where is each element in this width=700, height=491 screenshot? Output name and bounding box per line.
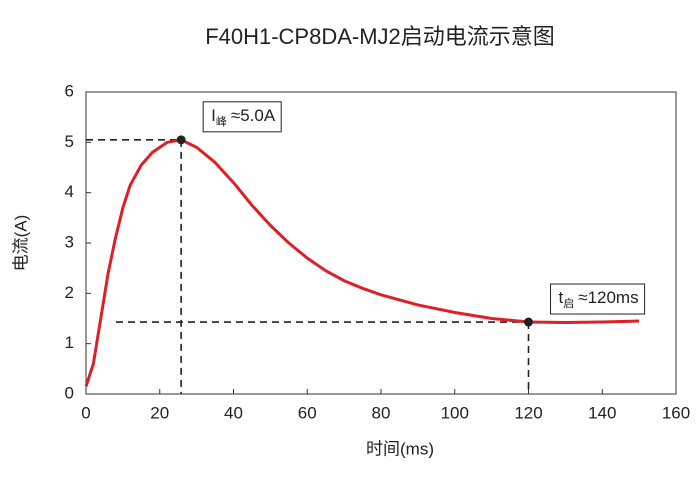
x-tick-label: 160 bbox=[662, 403, 690, 422]
annotation-point bbox=[176, 135, 186, 145]
annotation-suffix: ≈120ms bbox=[578, 289, 638, 308]
chart-title: F40H1-CP8DA-MJ2启动电流示意图 bbox=[205, 24, 555, 49]
x-tick-label: 0 bbox=[81, 403, 90, 422]
y-tick-label: 4 bbox=[65, 182, 74, 201]
x-tick-label: 60 bbox=[298, 403, 317, 422]
x-tick-label: 120 bbox=[514, 403, 542, 422]
annotation-box bbox=[550, 283, 646, 315]
annotation-subscript: 启 bbox=[563, 297, 574, 310]
annotation-label: I峰 ≈5.0A bbox=[211, 106, 276, 127]
y-tick-label: 1 bbox=[65, 333, 74, 352]
y-tick-label: 3 bbox=[65, 232, 74, 251]
x-axis-label: 时间(ms) bbox=[366, 439, 434, 458]
annotation: t启 ≈120ms bbox=[550, 283, 646, 315]
annotation-text: I bbox=[211, 106, 216, 125]
y-tick-label: 0 bbox=[65, 383, 74, 402]
guide-line bbox=[86, 139, 182, 394]
plot-frame bbox=[85, 91, 677, 395]
annotation: I峰 ≈5.0A bbox=[202, 101, 282, 133]
x-tick-label: 140 bbox=[588, 403, 616, 422]
annotation-box bbox=[202, 101, 282, 133]
annotation-point bbox=[524, 317, 533, 327]
y-tick-label: 2 bbox=[65, 283, 74, 302]
line-series bbox=[84, 138, 640, 387]
annotation-suffix: ≈5.0A bbox=[231, 106, 276, 125]
guide-line bbox=[116, 321, 530, 394]
x-tick-label: 100 bbox=[441, 403, 469, 422]
annotation-subscript: 峰 bbox=[216, 115, 227, 128]
x-tick-label: 20 bbox=[150, 403, 169, 422]
y-axis-label: 电流(A) bbox=[11, 215, 30, 272]
annotation-text: t bbox=[559, 289, 564, 308]
annotation-label: t启 ≈120ms bbox=[559, 289, 639, 310]
y-tick-label: 5 bbox=[65, 132, 74, 151]
x-tick-label: 40 bbox=[224, 403, 243, 422]
y-tick-label: 6 bbox=[65, 81, 74, 100]
x-tick-label: 80 bbox=[372, 403, 391, 422]
